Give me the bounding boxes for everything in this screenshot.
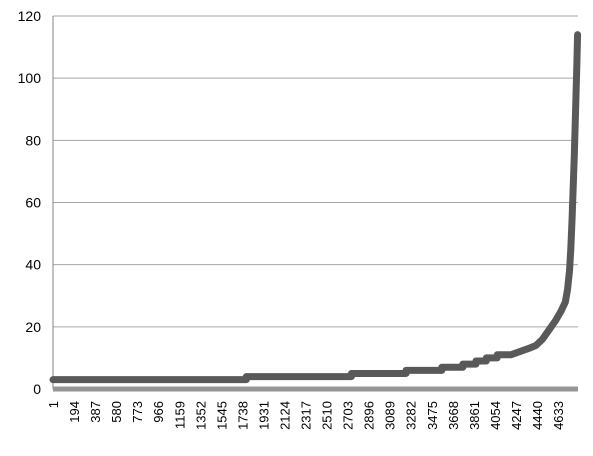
x-tick-label: 3668 xyxy=(446,401,461,430)
x-tick-label: 4633 xyxy=(551,401,566,430)
x-tick-label: 194 xyxy=(67,401,82,423)
x-tick-label: 1352 xyxy=(193,401,208,430)
x-tick-label: 1159 xyxy=(172,401,187,429)
x-tick-label: 1738 xyxy=(235,401,250,430)
y-tick-label: 80 xyxy=(25,132,41,148)
y-tick-label: 100 xyxy=(18,70,42,86)
y-tick-label: 0 xyxy=(33,381,41,397)
x-tick-label: 3282 xyxy=(404,401,419,430)
x-tick-label: 1545 xyxy=(214,401,229,430)
x-tick-label: 4440 xyxy=(530,401,545,430)
y-tick-label: 40 xyxy=(25,257,41,273)
x-tick-label: 1931 xyxy=(256,401,271,430)
y-tick-label: 20 xyxy=(25,319,41,335)
x-tick-label: 4054 xyxy=(488,401,503,430)
y-tick-label: 60 xyxy=(25,195,41,211)
x-tick-label: 4247 xyxy=(509,401,524,430)
x-tick-label: 387 xyxy=(88,401,103,423)
y-tick-label: 120 xyxy=(18,8,42,24)
x-tick-label: 2703 xyxy=(341,401,356,430)
x-tick-label: 773 xyxy=(130,401,145,423)
x-tick-label: 580 xyxy=(109,401,124,423)
x-tick-label: 1 xyxy=(46,401,61,408)
x-tick-label: 2896 xyxy=(362,401,377,430)
x-tick-label: 966 xyxy=(151,401,166,423)
x-tick-label: 2317 xyxy=(299,401,314,430)
x-tick-label: 3089 xyxy=(383,401,398,430)
x-tick-label: 3475 xyxy=(425,401,440,430)
series-line xyxy=(49,31,582,384)
x-tick-label: 3861 xyxy=(467,401,482,430)
x-tick-label: 2510 xyxy=(320,401,335,430)
x-tick-label: 2124 xyxy=(277,401,292,430)
